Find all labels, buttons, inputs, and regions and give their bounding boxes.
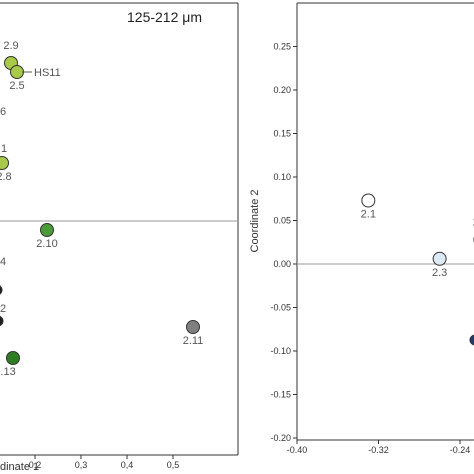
partial-label-4: 4 [0,256,6,268]
data-point-label: 2.10 [36,238,57,250]
right-x-tick-label: -0.40 [287,445,308,455]
right-y-tick-label: 0.20 [273,85,291,95]
data-point-partial [0,315,4,327]
right-y-tick-label: 0.25 [273,42,291,52]
right-y-tick-label: 0.05 [273,216,291,226]
data-point-label: 2.9 [3,40,18,52]
data-point-label: 2.8 [0,171,12,183]
right-x-tick-label: -0.32 [368,445,389,455]
right-y-tick-label: -0.20 [270,433,291,443]
right-y-tick-label: -0.15 [270,390,291,400]
data-point [40,223,54,237]
left-chart-title: 125-212 μm [127,9,202,25]
left-x-tick-label: 0,3 [75,460,88,470]
hs11-annotation: HS11 [34,67,61,79]
data-point-label: 2.11 [183,335,204,347]
data-point [432,251,447,266]
left-x-axis-label: dinate 1 [0,461,39,473]
data-point-label: 2.1 [361,208,376,220]
right-y-tick-label: -0.10 [270,346,291,356]
right-y-axis-label: Coordinate 2 [249,190,261,253]
data-point [10,65,24,79]
data-point [0,156,9,170]
right-y-tick-label: 0.00 [273,259,291,269]
right-x-tick-label: -0.24 [450,445,471,455]
partial-label-6: 6 [0,106,6,118]
partial-label-2: 2 [0,303,6,315]
left-x-tick-label: 0,4 [121,460,134,470]
partial-label-1: 1 [1,143,7,155]
left-x-tick-label: 0,2 [29,460,42,470]
data-point-partial [0,285,3,295]
data-point [361,193,376,208]
data-point-partial [469,334,474,346]
right-panel: Coordinate 2 0.25 0.20 0.15 0.10 0.05 0.00 -0.… [249,2,474,455]
data-point [186,320,200,334]
right-y-tick-label: -0.05 [270,303,291,313]
right-y-tick-label: 0.10 [273,172,291,182]
left-x-tick-label: 0,5 [167,460,180,470]
right-y-tick-label: 0.15 [273,129,291,139]
data-point-label: 1.13 [0,366,16,378]
data-point-label: 2.2 [473,217,474,229]
data-point-label: 2.5 [9,80,24,92]
left-panel: 125-212 μm dinate 1 0,2 0,3 0,4 0,5 2.9 2.5 2… [0,2,239,473]
data-point [6,351,20,365]
data-point-label: 2.3 [432,267,447,279]
